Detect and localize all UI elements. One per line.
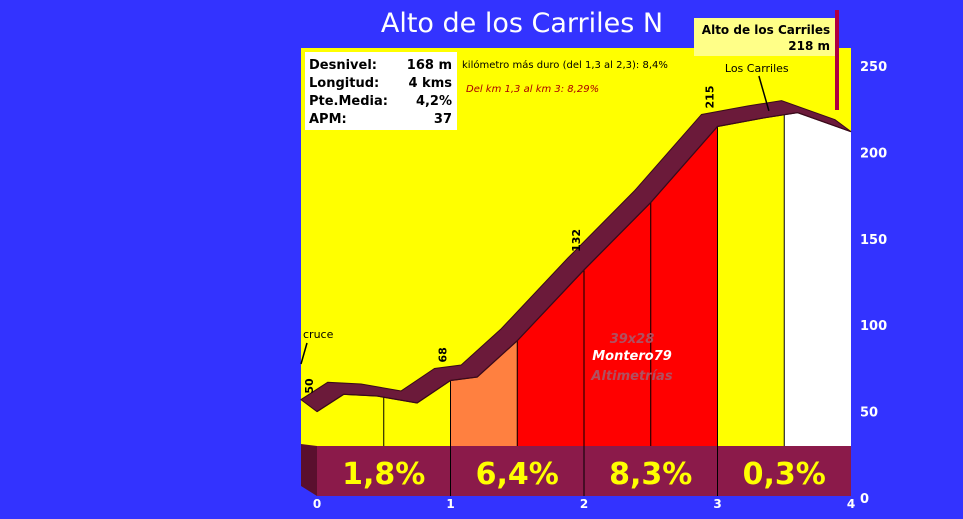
profile-segment [717, 114, 785, 446]
km-gradient-label: 6,4% [476, 457, 559, 492]
x-tick-label: 2 [580, 497, 588, 511]
stat-label-pendiente: Pte.Media: [309, 94, 388, 109]
x-tick-label: 4 [847, 497, 855, 511]
summit-name: Alto de los Carriles [702, 23, 830, 37]
y-tick-label: 0 [860, 492, 869, 507]
y-tick-label: 250 [860, 60, 887, 75]
point-altitude-label: 68 [437, 347, 450, 362]
y-tick-label: 100 [860, 319, 887, 334]
place-label: cruce [303, 328, 334, 341]
note-hardest-km: kilómetro más duro (del 1,3 al 2,3): 8,4… [462, 59, 668, 71]
point-altitude-label: 215 [704, 86, 717, 109]
place-leader [758, 75, 770, 112]
place-label: Los Carriles [725, 62, 789, 75]
x-tick-label: 3 [713, 497, 721, 511]
profile-segment [383, 380, 451, 446]
y-tick-label: 200 [860, 146, 887, 161]
profile-segment [517, 269, 584, 446]
stat-label-desnivel: Desnivel: [309, 58, 377, 73]
summit-altitude: 218 m [788, 39, 830, 53]
profile-segment [450, 340, 518, 446]
km-gradient-label: 1,8% [342, 457, 425, 492]
y-tick-label: 150 [860, 233, 887, 248]
profile-segment [784, 112, 851, 446]
stat-label-longitud: Longitud: [309, 76, 379, 91]
profile-segment [584, 202, 651, 446]
stat-value-desnivel: 168 m [407, 58, 452, 73]
point-altitude-label: 132 [570, 229, 583, 252]
place-leader [300, 342, 308, 365]
summit-box [694, 18, 836, 56]
profile-segment [317, 394, 384, 446]
stat-label-apm: APM: [309, 112, 347, 127]
profile-segment [650, 126, 718, 446]
note-km-range: Del km 1,3 al km 3: 8,29% [466, 84, 599, 95]
stats-box [305, 52, 457, 130]
watermark-line-1: 39x28 [610, 332, 655, 347]
km-gradient-label: 0,3% [743, 457, 826, 492]
chart-title: Alto de los Carriles N [381, 8, 663, 39]
stat-value-pendiente: 4,2% [416, 94, 452, 109]
profile-line [316, 112, 852, 413]
x-tick-label: 0 [313, 497, 321, 511]
stat-value-longitud: 4 kms [408, 76, 452, 91]
summit-pole [835, 10, 839, 110]
watermark-line-2: Montero79 [592, 349, 672, 364]
watermark-line-3: Altimetrías [590, 369, 672, 384]
point-altitude-label: 50 [303, 378, 316, 394]
stat-value-apm: 37 [434, 112, 452, 127]
x-tick-label: 1 [446, 497, 454, 511]
y-tick-label: 50 [860, 406, 878, 421]
km-gradient-label: 8,3% [609, 457, 692, 492]
base-side [301, 444, 317, 496]
